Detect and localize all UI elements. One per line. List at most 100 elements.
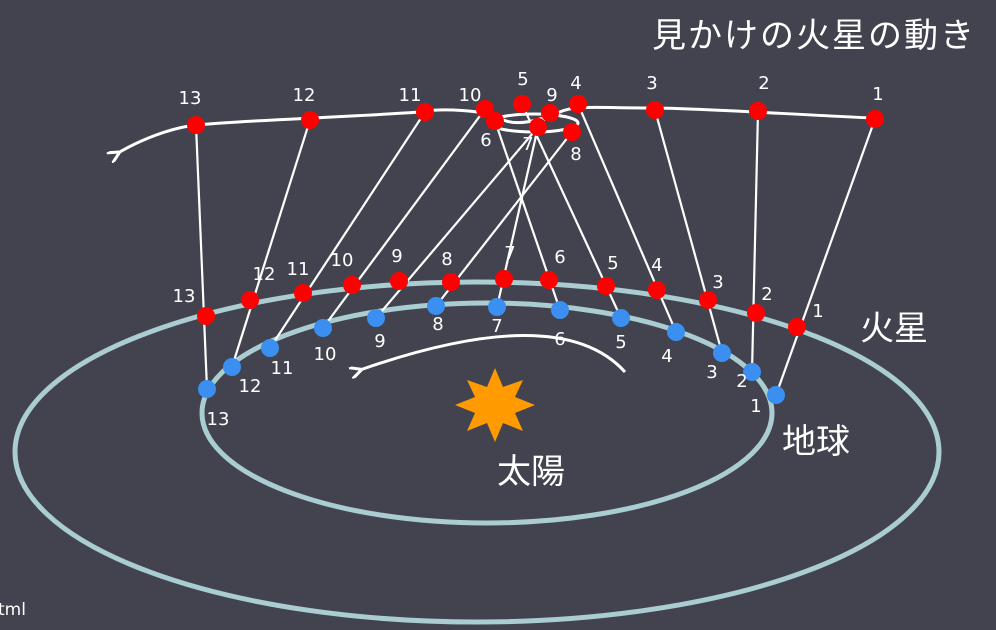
sight-line — [750, 110, 760, 373]
earth-position-label: 9 — [374, 331, 385, 352]
apparent-position-label: 7 — [522, 134, 533, 155]
mars-dot — [241, 291, 259, 309]
sight-line — [194, 124, 209, 390]
earth-position-label: 13 — [207, 409, 230, 430]
apparent-dot — [476, 100, 494, 118]
mars-dot — [495, 270, 513, 288]
mars-dot — [699, 291, 717, 309]
apparent-position-label: 10 — [459, 85, 482, 106]
sun-icon — [455, 368, 535, 442]
mars-position-label: 4 — [651, 255, 662, 276]
diagram-title: 見かけの火星の動き — [652, 16, 976, 56]
sight-line — [653, 109, 724, 354]
earth-dot — [261, 339, 279, 357]
mars-label: 火星 — [860, 309, 928, 349]
apparent-position-label: 2 — [758, 73, 769, 94]
earth-dot — [198, 380, 216, 398]
earth-dot — [223, 358, 241, 376]
earth-dot — [743, 363, 761, 381]
sun-label: 太陽 — [497, 452, 565, 492]
apparent-position-label: 6 — [480, 130, 491, 151]
apparent-dot — [416, 103, 434, 121]
earth-dot — [612, 309, 630, 327]
mars-position-label: 2 — [761, 284, 772, 305]
earth-dot — [367, 309, 385, 327]
mars-position-label: 12 — [253, 264, 276, 285]
apparent-position-label: 13 — [179, 88, 202, 109]
apparent-dot — [646, 101, 664, 119]
earth-dot — [713, 344, 731, 362]
earth-position-label: 6 — [554, 329, 565, 350]
earth-position-label: 4 — [661, 346, 672, 367]
apparent-dot — [569, 95, 587, 113]
mars-position-label: 6 — [554, 247, 565, 268]
apparent-dot — [486, 112, 504, 130]
earth-position-label: 5 — [615, 332, 626, 353]
apparent-dot — [187, 116, 205, 134]
mars-dot — [540, 271, 558, 289]
apparent-dot — [513, 95, 531, 113]
earth-position-label: 3 — [706, 362, 717, 383]
apparent-position-label: 1 — [872, 84, 883, 105]
mars-dot — [390, 272, 408, 290]
mars-position-label: 5 — [607, 253, 618, 274]
apparent-dot — [301, 111, 319, 129]
mars-dot — [343, 276, 361, 294]
earth-motion-arrow — [360, 334, 627, 372]
earth-position-label: 12 — [239, 376, 262, 397]
mars-orbit — [12, 279, 942, 625]
sight-line — [435, 131, 573, 307]
earth-position-label: 8 — [432, 314, 443, 335]
earth-dot — [427, 297, 445, 315]
mars-dot — [597, 277, 615, 295]
earth-dot — [314, 319, 332, 337]
mars-position-label: 9 — [391, 246, 402, 267]
apparent-position-label: 3 — [646, 73, 657, 94]
mars-position-label: 7 — [504, 243, 515, 264]
earth-label: 地球 — [782, 422, 850, 462]
earth-position-label: 2 — [736, 371, 747, 392]
mars-position-label: 13 — [173, 286, 196, 307]
mars-dot — [788, 318, 806, 336]
mars-dot — [648, 281, 666, 299]
apparent-position-label: 8 — [570, 144, 581, 165]
mars-dot — [197, 307, 215, 325]
mars-dot — [747, 304, 765, 322]
apparent-dot — [749, 102, 767, 120]
mars-dot — [294, 284, 312, 302]
footer-text: tml — [0, 600, 26, 620]
mars-position-label: 11 — [287, 259, 310, 280]
earth-dot — [767, 386, 785, 404]
earth-position-label: 7 — [491, 316, 502, 337]
earth-position-label: 1 — [750, 396, 761, 417]
earth-dot — [551, 301, 569, 319]
sight-line — [774, 118, 877, 396]
apparent-dot — [866, 110, 884, 128]
sight-lines — [194, 103, 877, 396]
apparent-position-label: 9 — [546, 85, 557, 106]
earth-dot — [667, 323, 685, 341]
mars-position-label: 8 — [441, 249, 452, 270]
earth-orbit — [199, 300, 775, 526]
apparent-position-label: 11 — [399, 85, 422, 106]
earth-position-label: 10 — [314, 344, 337, 365]
apparent-position-label: 12 — [293, 85, 316, 106]
apparent-position-label: 5 — [517, 69, 528, 90]
apparent-position-label: 4 — [570, 73, 581, 94]
mars-dot — [442, 273, 460, 291]
mars-position-label: 10 — [331, 250, 354, 271]
apparent-dot — [563, 123, 581, 141]
mars-position-label: 1 — [812, 301, 823, 322]
sight-line — [269, 111, 426, 349]
sight-line — [230, 119, 312, 368]
earth-dot — [488, 298, 506, 316]
apparent-dot — [541, 104, 559, 122]
apparent-dot — [529, 118, 547, 136]
mars-position-label: 3 — [712, 272, 723, 293]
earth-position-label: 11 — [271, 358, 294, 379]
